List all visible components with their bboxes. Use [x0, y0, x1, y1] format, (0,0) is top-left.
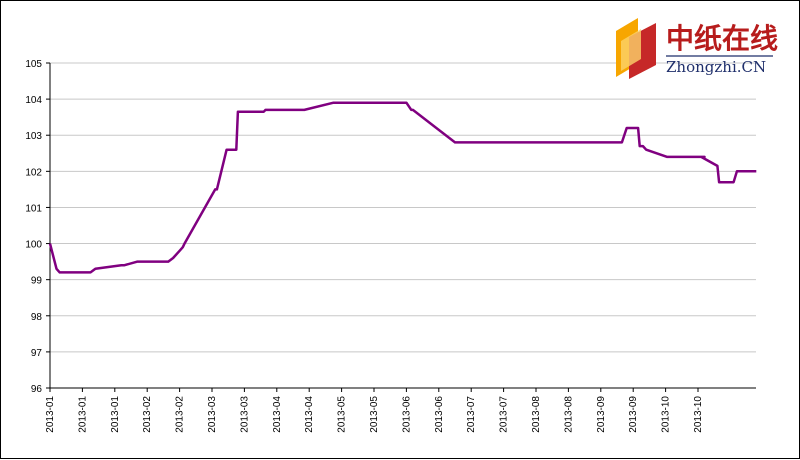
y-tick-label: 105 [25, 59, 42, 70]
y-tick-label: 100 [25, 240, 42, 251]
y-tick-label: 104 [25, 95, 42, 106]
x-tick-label: 2013-04 [272, 396, 283, 433]
logo-text-en: Zhongzhi.CN [666, 58, 766, 76]
series-line [48, 101, 757, 274]
x-tick-label: 2013-05 [337, 396, 348, 433]
y-tick-label: 102 [25, 167, 42, 178]
x-tick-label: 2013-02 [175, 396, 186, 433]
x-tick-label: 2013-09 [628, 396, 639, 433]
x-tick-label: 2013-08 [563, 396, 574, 433]
x-tick-label: 2013-05 [369, 396, 380, 433]
y-tick-label: 98 [31, 312, 43, 323]
x-tick-label: 2013-01 [110, 396, 121, 433]
x-tick-label: 2013-03 [207, 396, 218, 433]
x-tick-label: 2013-10 [693, 396, 704, 433]
logo-mark [616, 18, 656, 79]
x-tick-label: 2013-01 [45, 396, 56, 433]
x-tick-label: 2013-08 [531, 396, 542, 433]
x-tick-label: 2013-02 [142, 396, 153, 433]
y-tick-label: 96 [31, 384, 43, 395]
x-tick-label: 2013-09 [596, 396, 607, 433]
x-tick-label: 2013-06 [434, 396, 445, 433]
y-tick-label: 103 [25, 131, 42, 142]
y-axis-ticks: 96 97 98 99 100 101 102 103 104 105 [25, 59, 50, 395]
y-tick-label: 99 [31, 276, 43, 287]
x-tick-label: 2013-06 [401, 396, 412, 433]
x-axis-ticks: 2013-01 2013-01 2013-01 2013-02 2013-02 2013-… [45, 388, 704, 433]
gridlines [50, 62, 756, 353]
x-tick-label: 2013-03 [239, 396, 250, 433]
y-tick-label: 101 [25, 203, 42, 214]
x-tick-label: 2013-01 [77, 396, 88, 433]
logo-text-cn: 中纸在线 [666, 22, 778, 55]
x-tick-label: 2013-07 [466, 396, 477, 433]
x-tick-label: 2013-07 [499, 396, 510, 433]
y-tick-label: 97 [31, 348, 43, 359]
x-tick-label: 2013-04 [304, 396, 315, 433]
zhongzhi-logo: 中纸在线 Zhongzhi.CN [616, 18, 778, 79]
x-tick-label: 2013-10 [661, 396, 672, 433]
